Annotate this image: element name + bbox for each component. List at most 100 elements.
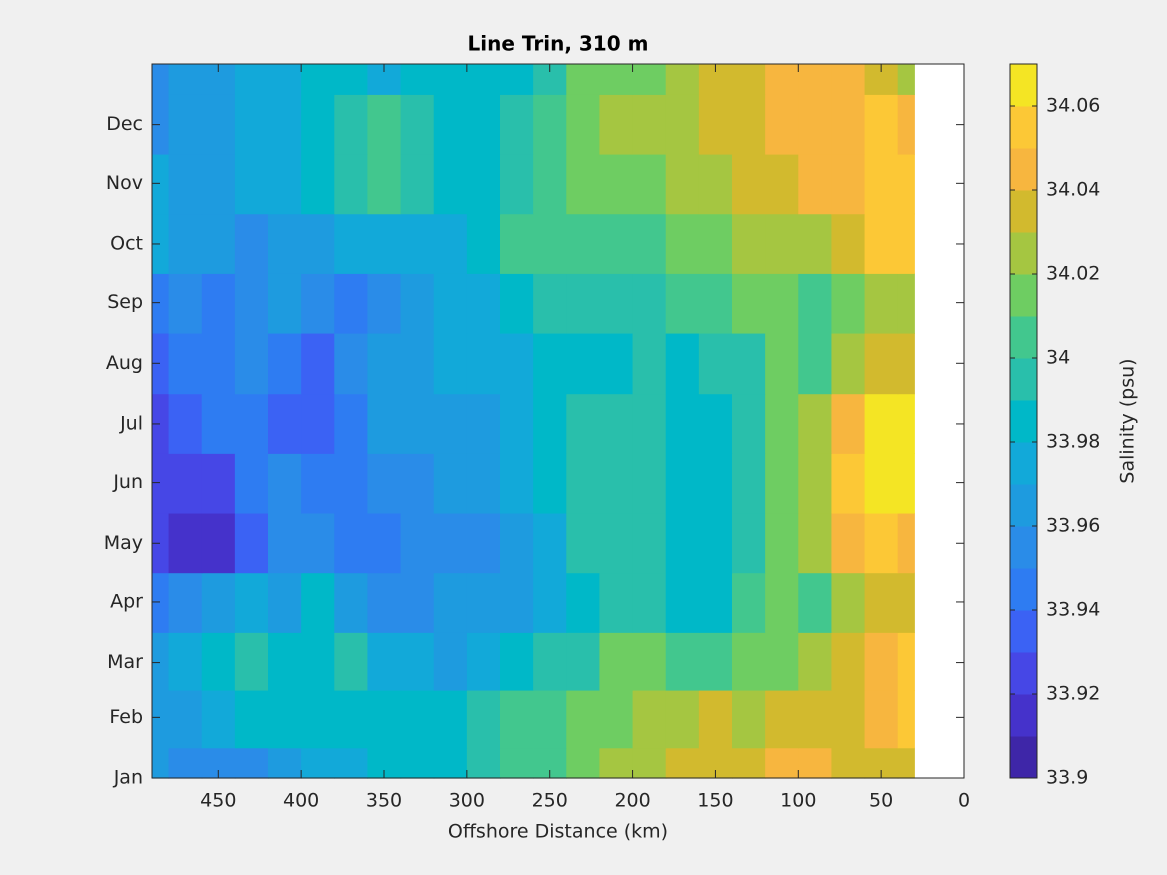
contour-cell <box>466 572 501 633</box>
colorbar-band <box>1010 358 1037 401</box>
contour-cell <box>732 393 766 454</box>
colorbar-tick-label: 34.02 <box>1046 263 1100 285</box>
contour-cell <box>268 572 302 633</box>
contour-cell <box>732 332 766 395</box>
contour-cell <box>632 213 667 274</box>
contour-cell <box>599 393 634 454</box>
contour-cell <box>765 689 799 749</box>
contour-cell <box>301 64 335 95</box>
contour-cell <box>152 453 170 514</box>
contour-cell <box>897 512 915 574</box>
contour-cell <box>599 94 634 155</box>
contour-cell <box>765 273 799 334</box>
contour-cell <box>168 453 203 514</box>
contour-cell <box>698 453 733 514</box>
contour-cell <box>334 332 369 395</box>
contour-cell <box>152 689 170 749</box>
contour-cell <box>798 332 833 395</box>
contour-cell <box>466 689 501 749</box>
contour-cell <box>152 572 170 633</box>
contour-cell <box>599 213 634 274</box>
contour-cell <box>234 453 269 514</box>
contour-cell <box>433 213 468 274</box>
colorbar-band <box>1010 106 1037 149</box>
contour-cell <box>301 747 335 779</box>
contour-cell <box>234 572 269 633</box>
contour-cell <box>234 393 269 454</box>
contour-cell <box>765 153 799 215</box>
contour-cell <box>152 213 170 274</box>
contour-cell <box>732 453 766 514</box>
contour-cell <box>367 632 402 691</box>
contour-cell <box>168 512 203 574</box>
colorbar-tick-label: 34.06 <box>1046 95 1100 117</box>
contour-cell <box>234 332 269 395</box>
contour-cell <box>433 332 468 395</box>
contour-cell <box>798 572 833 633</box>
contour-cell <box>897 213 915 274</box>
contour-cell <box>152 393 170 454</box>
contour-cell <box>234 689 269 749</box>
contour-cell <box>897 273 915 334</box>
contour-cell <box>466 273 501 334</box>
contour-cell <box>897 572 915 633</box>
contour-cell <box>400 747 435 779</box>
contour-cell <box>334 572 369 633</box>
contour-cell <box>897 64 915 95</box>
contour-cell <box>732 153 766 215</box>
contour-cell <box>168 632 203 691</box>
contour-cell <box>152 632 170 691</box>
contour-cell <box>268 332 302 395</box>
contour-cell <box>698 632 733 691</box>
contour-cell <box>234 512 269 574</box>
contour-cell <box>168 572 203 633</box>
contour-cell <box>201 453 236 514</box>
contour-cell <box>864 572 899 633</box>
contour-cell <box>500 632 534 691</box>
y-tick-label: Oct <box>110 232 143 254</box>
contour-cell <box>334 689 369 749</box>
y-tick-label: May <box>104 532 143 554</box>
contour-cell <box>433 632 468 691</box>
contour-cell <box>334 453 369 514</box>
colorbar-band <box>1010 274 1037 317</box>
contour-cell <box>201 512 236 574</box>
contour-cell <box>864 153 899 215</box>
contour-cell <box>698 332 733 395</box>
contour-cell <box>268 453 302 514</box>
contour-cell <box>831 213 866 274</box>
contour-cell <box>301 689 335 749</box>
contour-cell <box>831 572 866 633</box>
contour-cell <box>698 572 733 633</box>
colorbar-tick-label: 33.92 <box>1046 683 1100 705</box>
contour-cell <box>831 512 866 574</box>
contour-cell <box>433 512 468 574</box>
contour-cell <box>334 632 369 691</box>
contour-cell <box>433 273 468 334</box>
contour-cell <box>301 153 335 215</box>
contour-cell <box>367 273 402 334</box>
contour-cell <box>632 94 667 155</box>
contour-cell <box>533 153 567 215</box>
contour-cell <box>566 572 601 633</box>
contour-cell <box>201 273 236 334</box>
contour-cell <box>168 94 203 155</box>
contour-cell <box>798 453 833 514</box>
contour-cell <box>698 512 733 574</box>
contour-cell <box>268 213 302 274</box>
contour-cell <box>798 689 833 749</box>
contour-cell <box>665 689 700 749</box>
contour-cell <box>765 213 799 274</box>
colorbar-band <box>1010 526 1037 569</box>
colorbar-band <box>1010 148 1037 191</box>
contour-cell <box>433 393 468 454</box>
colorbar-band <box>1010 400 1037 443</box>
contour-cell <box>500 512 534 574</box>
contour-cell <box>732 632 766 691</box>
contour-cell <box>201 572 236 633</box>
contour-cell <box>168 273 203 334</box>
contour-cell <box>566 747 601 779</box>
colorbar-box <box>1009 63 1038 779</box>
contour-cell <box>466 213 501 274</box>
